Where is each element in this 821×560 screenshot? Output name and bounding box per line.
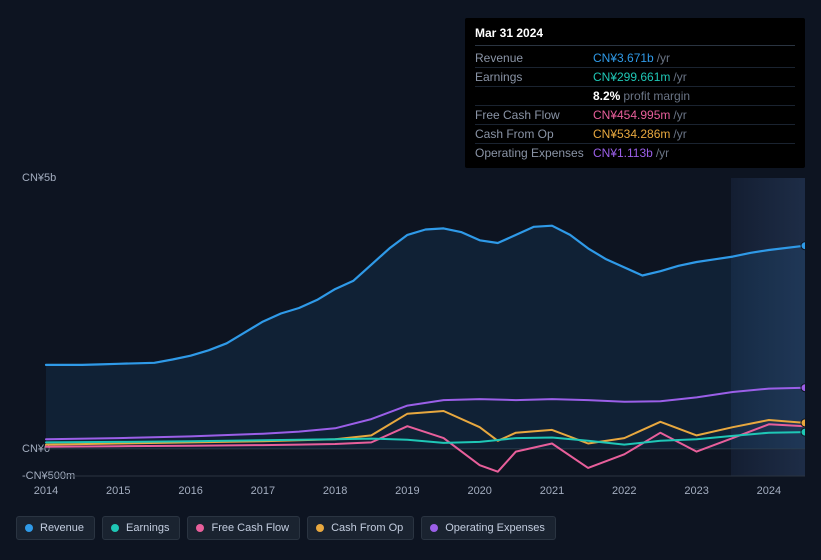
legend-earnings[interactable]: Earnings: [102, 516, 180, 540]
series-end-dot: [801, 428, 805, 436]
legend-operating-expenses[interactable]: Operating Expenses: [421, 516, 556, 540]
series-end-dot: [801, 384, 805, 392]
legend-free-cash-flow[interactable]: Free Cash Flow: [187, 516, 300, 540]
x-axis-label: 2019: [395, 485, 419, 497]
tooltip-margin-value: 8.2%: [593, 89, 620, 103]
legend-revenue[interactable]: Revenue: [16, 516, 95, 540]
x-axis-label: 2023: [684, 485, 708, 497]
legend-label: Earnings: [126, 522, 169, 534]
tooltip-unit: /yr: [656, 146, 669, 160]
tooltip-value: CN¥299.661m: [593, 70, 670, 84]
x-axis-label: 2020: [467, 485, 491, 497]
x-axis-label: 2017: [251, 485, 275, 497]
tooltip-label: Cash From Op: [475, 127, 593, 141]
series-end-dot: [801, 242, 805, 250]
legend-dot-icon: [430, 524, 438, 532]
tooltip-value: CN¥534.286m: [593, 127, 670, 141]
legend-label: Revenue: [40, 522, 84, 534]
tooltip-margin-row: 8.2% profit margin: [475, 87, 795, 106]
tooltip-label: Revenue: [475, 51, 593, 65]
tooltip-row: RevenueCN¥3.671b /yr: [475, 49, 795, 68]
legend-dot-icon: [316, 524, 324, 532]
series-end-dot: [801, 419, 805, 427]
legend-label: Cash From Op: [331, 522, 403, 534]
x-axis-label: 2022: [612, 485, 636, 497]
tooltip-unit: /yr: [673, 127, 686, 141]
tooltip-margin-label: profit margin: [623, 89, 690, 103]
tooltip-label: Operating Expenses: [475, 146, 593, 160]
series-area-revenue: [46, 226, 805, 449]
tooltip-unit: /yr: [657, 51, 670, 65]
tooltip-unit: /yr: [673, 70, 686, 84]
x-axis-labels: 2014 2015 2016 2017 2018 2019 2020 2021 2022 2023…: [16, 485, 805, 503]
x-axis-label: 2015: [106, 485, 130, 497]
tooltip-label: Earnings: [475, 70, 593, 84]
legend-dot-icon: [196, 524, 204, 532]
chart-plot: [16, 160, 805, 500]
tooltip-value: CN¥454.995m: [593, 108, 670, 122]
x-axis-label: 2024: [757, 485, 781, 497]
tooltip-value: CN¥3.671b: [593, 51, 654, 65]
x-axis-label: 2021: [540, 485, 564, 497]
legend-label: Operating Expenses: [445, 522, 545, 534]
tooltip-label: Free Cash Flow: [475, 108, 593, 122]
tooltip-row: Cash From OpCN¥534.286m /yr: [475, 125, 795, 144]
legend-cash-from-op[interactable]: Cash From Op: [307, 516, 414, 540]
tooltip-row: EarningsCN¥299.661m /yr: [475, 68, 795, 87]
x-axis-label: 2018: [323, 485, 347, 497]
legend-dot-icon: [111, 524, 119, 532]
x-axis-label: 2016: [178, 485, 202, 497]
chart-legend: Revenue Earnings Free Cash Flow Cash From O…: [16, 516, 556, 540]
tooltip-row: Free Cash FlowCN¥454.995m /yr: [475, 106, 795, 125]
tooltip-unit: /yr: [673, 108, 686, 122]
x-axis-label: 2014: [34, 485, 58, 497]
chart-tooltip: Mar 31 2024 RevenueCN¥3.671b /yrEarnings…: [465, 18, 805, 168]
legend-label: Free Cash Flow: [211, 522, 289, 534]
tooltip-date: Mar 31 2024: [475, 26, 795, 46]
legend-dot-icon: [25, 524, 33, 532]
tooltip-value: CN¥1.113b: [593, 146, 653, 160]
chart-svg: [16, 160, 805, 480]
chart-container: Mar 31 2024 RevenueCN¥3.671b /yrEarnings…: [0, 0, 821, 560]
